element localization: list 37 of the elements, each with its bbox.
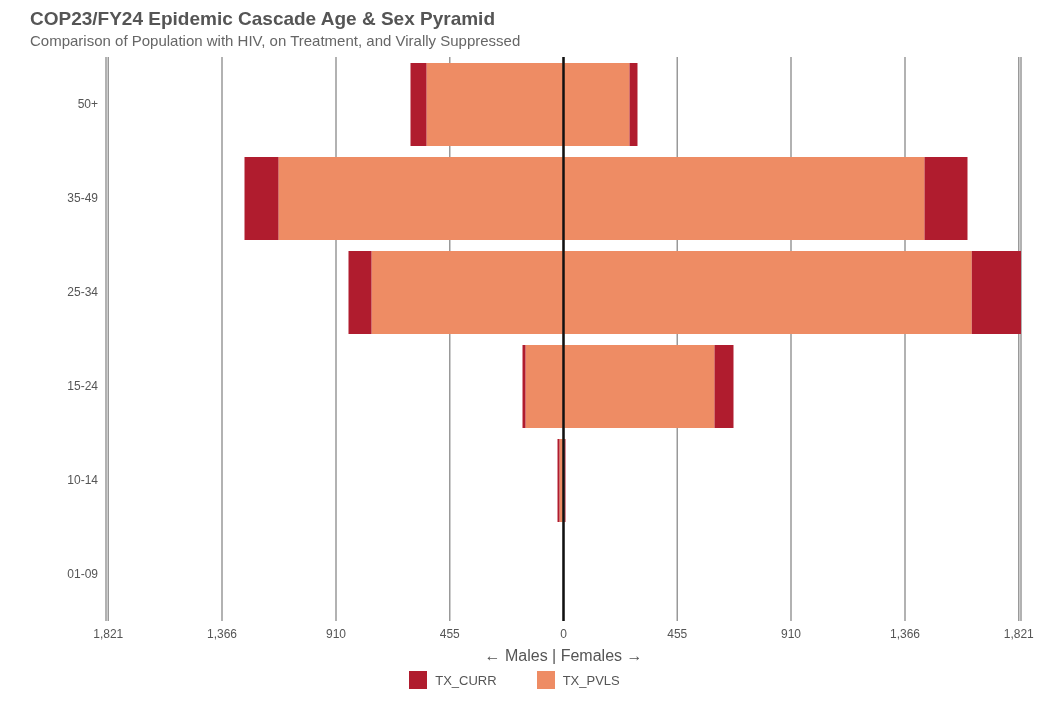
bar [525,345,564,428]
legend-label: TX_CURR [434,671,497,689]
x-axis-title: ← Males | Females → [484,647,643,664]
bar [563,63,630,146]
x-tick-label: 1,821 [1003,626,1035,641]
legend-label: TX_PVLS [561,671,620,689]
bar [426,63,564,146]
x-tick-label: 1,366 [206,626,238,641]
bar [278,157,564,240]
y-tick-label: 01-09 [67,567,99,582]
y-tick-label: 15-24 [67,379,99,394]
chart-title: COP23/FY24 Epidemic Cascade Age & Sex Pyramid [30,8,496,30]
y-tick-label: 10-14 [67,473,99,488]
x-tick-label: 455 [439,626,461,641]
bar [714,345,734,428]
bar [557,439,560,522]
bar [371,251,564,334]
y-tick-label: 25-34 [67,285,99,300]
bar [563,345,715,428]
bar [348,251,372,334]
bar [629,63,638,146]
chart-subtitle: Comparison of Population with HIV, on Treatment, and Virally Suppressed [30,32,522,49]
bar [563,157,925,240]
x-tick-label: 910 [325,626,347,641]
x-tick-label: 1,821 [93,626,124,641]
bar [563,251,972,334]
x-tick-label: 1,366 [889,626,921,641]
bar [244,157,279,240]
bar [410,63,427,146]
x-tick-label: 910 [780,626,802,641]
y-tick-label: 50+ [77,97,98,112]
bar [522,345,526,428]
y-tick-label: 35-49 [67,191,99,206]
bar [924,157,968,240]
x-tick-label: 455 [667,626,688,641]
bar [971,251,1021,334]
x-tick-label: 0 [560,626,568,641]
